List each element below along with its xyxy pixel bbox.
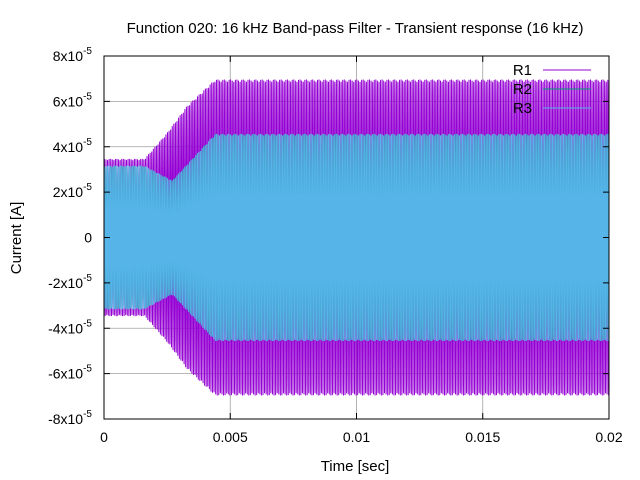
y-tick-exponent: -5 xyxy=(83,409,92,420)
axis-ticks: 8x10-56x10-54x10-52x10-50-2x10-5-4x10-5-… xyxy=(48,46,623,445)
x-tick-label: 0 xyxy=(100,429,108,445)
y-tick-exponent: -5 xyxy=(83,364,92,375)
x-axis-label: Time [sec] xyxy=(321,458,390,475)
x-tick-label: 0.005 xyxy=(213,429,248,445)
y-tick-label: 0 xyxy=(84,230,92,246)
y-tick-exponent: -5 xyxy=(83,46,92,57)
y-tick-label: 4x10-5 xyxy=(53,137,93,155)
y-tick-label: 6x10-5 xyxy=(53,91,93,109)
y-axis-label: Current [A] xyxy=(8,202,25,275)
y-tick-label: -4x10-5 xyxy=(48,318,92,336)
x-tick-label: 0.01 xyxy=(343,429,370,445)
chart-title: Function 020: 16 kHz Band-pass Filter - … xyxy=(127,20,584,37)
x-tick-label: 0.015 xyxy=(465,429,500,445)
y-tick-label: 2x10-5 xyxy=(53,182,93,200)
y-tick-exponent: -5 xyxy=(83,273,92,284)
y-tick-label: 8x10-5 xyxy=(53,46,93,64)
y-tick-exponent: -5 xyxy=(83,318,92,329)
x-tick-label: 0.02 xyxy=(595,429,622,445)
y-tick-label: -2x10-5 xyxy=(48,273,92,291)
y-tick-exponent: -5 xyxy=(83,182,92,193)
y-tick-exponent: -5 xyxy=(83,137,92,148)
legend-label-r2: R2 xyxy=(513,81,532,98)
plot-series xyxy=(103,79,610,396)
legend: R1 R2 R3 xyxy=(513,62,591,117)
series-line-r3 xyxy=(103,133,610,342)
y-tick-label: -6x10-5 xyxy=(48,364,92,382)
y-tick-exponent: -5 xyxy=(83,91,92,102)
legend-label-r3: R3 xyxy=(513,100,532,117)
y-tick-label: -8x10-5 xyxy=(48,409,92,427)
legend-label-r1: R1 xyxy=(513,62,532,79)
